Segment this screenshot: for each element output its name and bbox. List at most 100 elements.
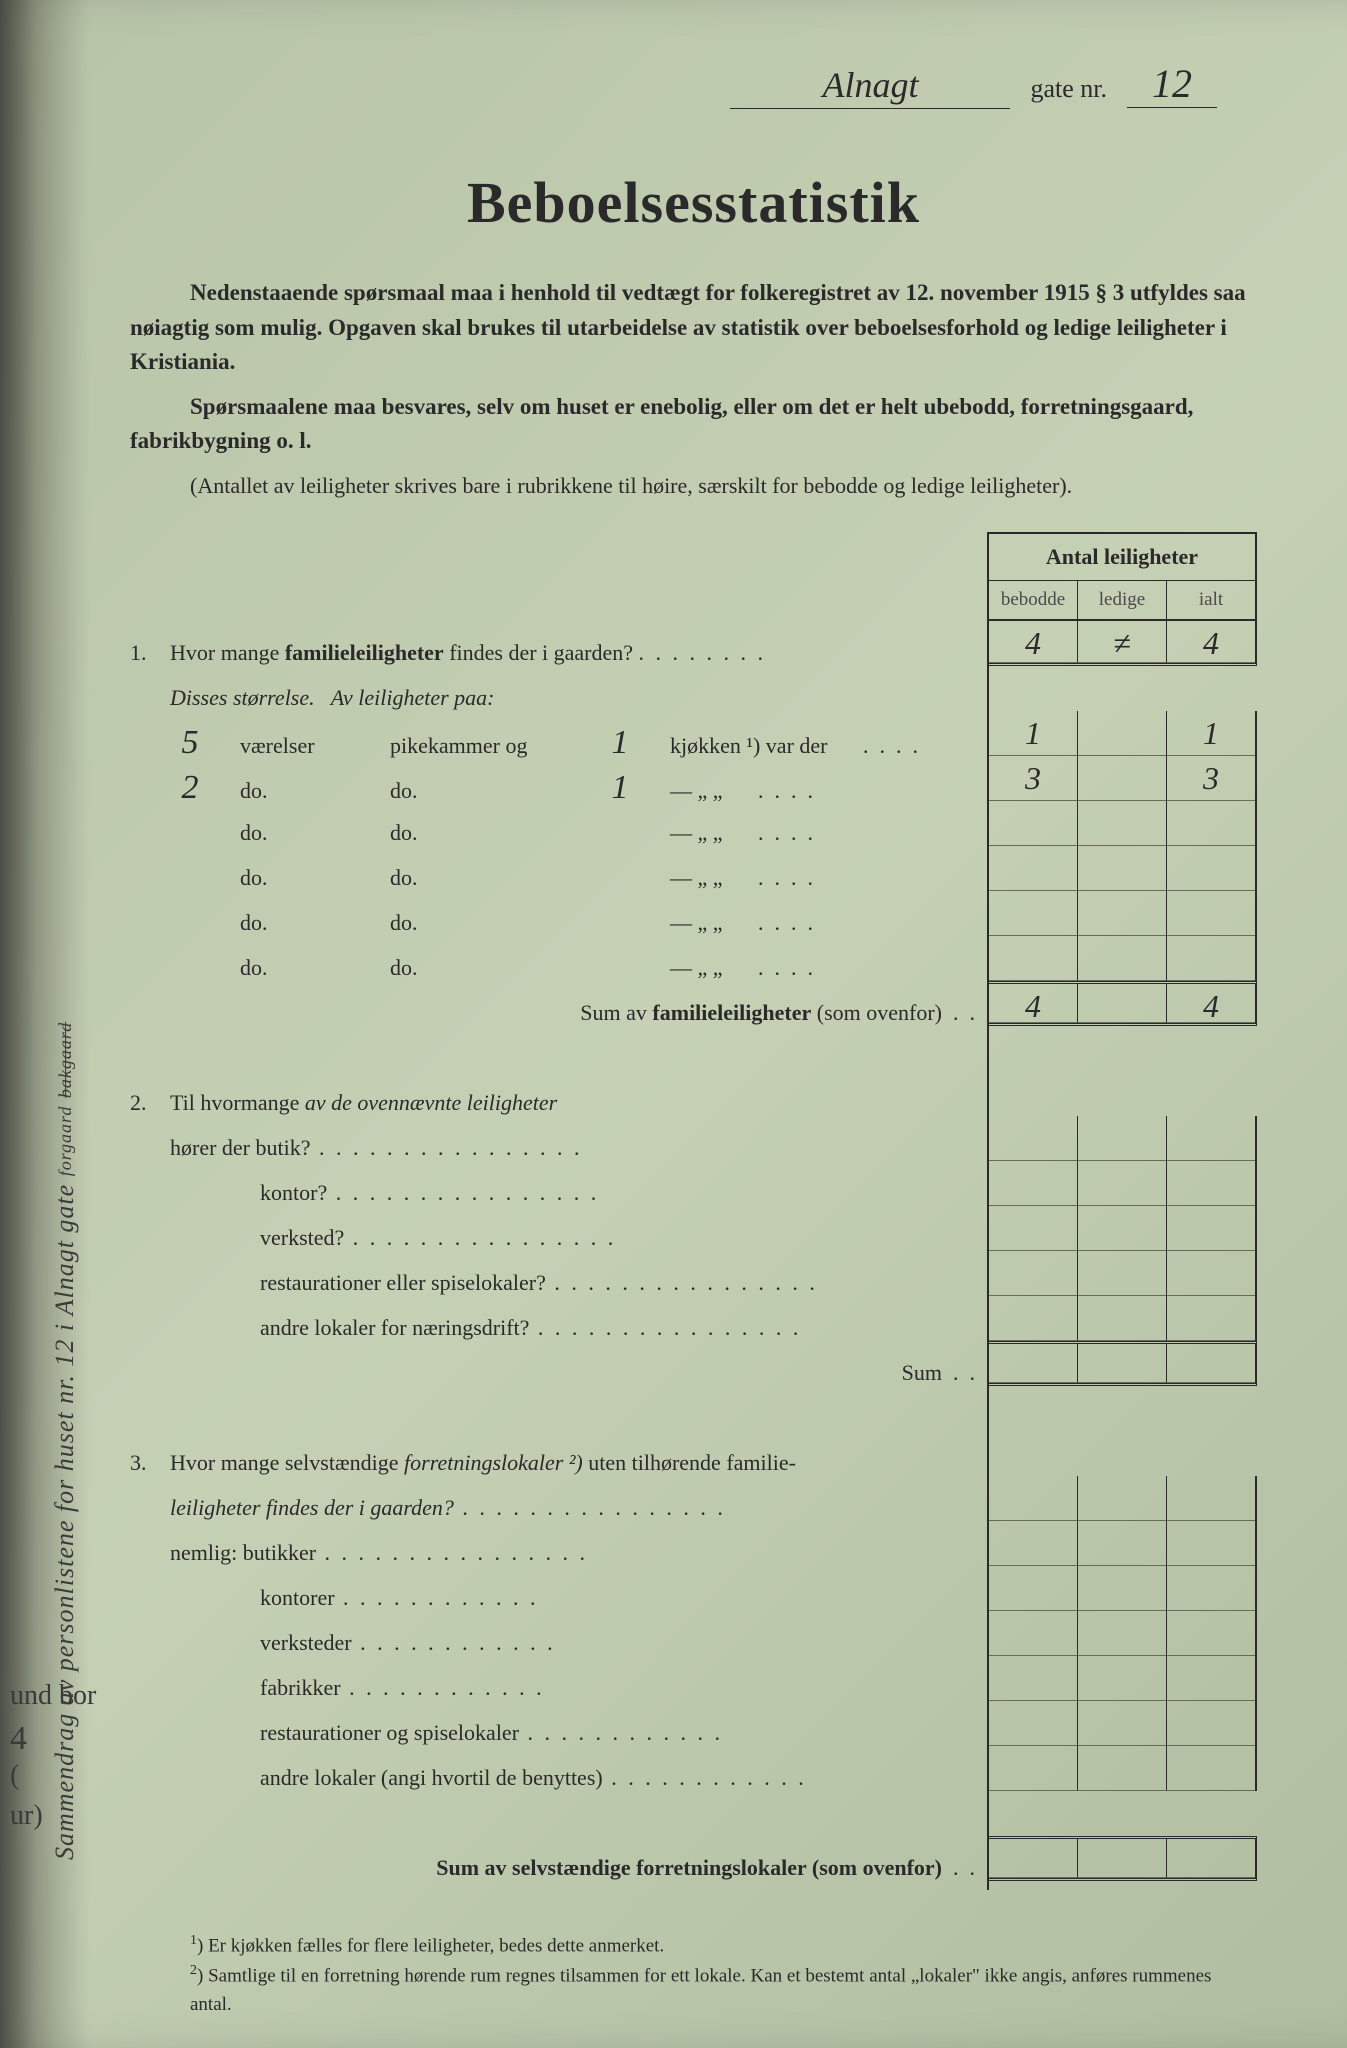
margin-scribble-1: und bor bbox=[10, 1680, 96, 1712]
intro-p1-text: Nedenstaaende spørsmaal maa i henhold ti… bbox=[130, 280, 1246, 374]
grid-spacer bbox=[989, 1386, 1257, 1431]
cell-ledige bbox=[1078, 1839, 1167, 1878]
q1-row: 1. Hvor mange familieleiligheter findes … bbox=[130, 630, 975, 675]
q3-row2: leiligheter findes der i gaarden? bbox=[130, 1485, 975, 1530]
grid-row bbox=[989, 801, 1257, 846]
side-hw-nr: 12 bbox=[50, 1339, 79, 1367]
side-hw-street: Alnagt bbox=[50, 1240, 79, 1315]
side-small: forgaard bbox=[55, 1106, 75, 1177]
cell-bebodde bbox=[989, 1611, 1078, 1656]
cell-ledige bbox=[1078, 1566, 1167, 1611]
cell-ialt bbox=[1167, 1344, 1255, 1383]
cell-bebodde: 3 bbox=[989, 756, 1078, 801]
cell-ledige bbox=[1078, 936, 1167, 981]
q2-num: 2. bbox=[130, 1080, 170, 1125]
grid-row bbox=[989, 1701, 1257, 1746]
q1-text: Hvor mange familieleiligheter findes der… bbox=[170, 630, 975, 675]
grid-row: 33 bbox=[989, 756, 1257, 801]
size-row: 2do.do.1— „ „ . . . . bbox=[130, 765, 975, 810]
margin-scribble-3: ( bbox=[10, 1760, 19, 1792]
q2-line-text: kontor? bbox=[260, 1180, 599, 1205]
q1-sum-c: (som ovenfor) bbox=[811, 1000, 942, 1025]
cell-ialt bbox=[1167, 1746, 1255, 1791]
side-text-c: gate bbox=[50, 1176, 79, 1232]
q1-av-leil: Av leiligheter paa: bbox=[331, 685, 495, 710]
q2-line-text: verksted? bbox=[260, 1225, 616, 1250]
kj-label: — „ „ bbox=[670, 900, 723, 945]
q2-sum: Sum . . bbox=[130, 1350, 975, 1395]
cell-ledige bbox=[1078, 1116, 1167, 1161]
dots: . . . . bbox=[857, 723, 918, 768]
pike-label: do. bbox=[390, 855, 570, 900]
cell-ledige bbox=[1078, 1476, 1167, 1521]
cell-bebodde: 4 bbox=[989, 621, 1078, 663]
q2-text: Til hvormange av de ovennævnte leilighet… bbox=[170, 1080, 975, 1125]
intro-p2: Spørsmaalene maa besvares, selv om huset… bbox=[130, 390, 1257, 459]
cell-ledige bbox=[1078, 1161, 1167, 1206]
size-row: do.do.— „ „ . . . . bbox=[130, 945, 975, 990]
q2-text-a: Til hvormange bbox=[170, 1090, 305, 1115]
cell-ledige bbox=[1078, 1746, 1167, 1791]
gate-nr-label: gate nr. bbox=[1030, 74, 1107, 104]
grid-row bbox=[989, 891, 1257, 936]
cell-ledige bbox=[1078, 1296, 1167, 1341]
q3-line: kontorer bbox=[130, 1575, 975, 1620]
side-vertical-text: Sammendrag av personlistene for huset nr… bbox=[50, 160, 80, 1860]
pike-label: pikekammer og bbox=[390, 723, 570, 768]
footnote-2-text: Samtlige til en forretning hørende rum r… bbox=[190, 1966, 1211, 2016]
content-wrap: 1. Hvor mange familieleiligheter findes … bbox=[130, 532, 1257, 1890]
cell-ialt bbox=[1167, 1161, 1255, 1206]
vaer-val: 5 bbox=[170, 720, 210, 765]
grid-spacer bbox=[989, 1026, 1257, 1071]
side-strike: bakgaard bbox=[55, 1022, 75, 1098]
q3-line-text: verksteder bbox=[260, 1630, 556, 1655]
cell-ialt bbox=[1167, 1116, 1255, 1161]
grid-row bbox=[989, 1476, 1257, 1521]
cell-bebodde bbox=[989, 1521, 1078, 1566]
cell-bebodde bbox=[989, 1839, 1078, 1878]
size-row: do.do.— „ „ . . . . bbox=[130, 855, 975, 900]
cell-ledige bbox=[1078, 1611, 1167, 1656]
q3-line: restaurationer og spiselokaler bbox=[130, 1710, 975, 1755]
cell-bebodde bbox=[989, 891, 1078, 936]
size-rows: 5værelserpikekammer og1kjøkken ¹) var de… bbox=[130, 720, 975, 990]
q3-num: 3. bbox=[130, 1440, 170, 1485]
footnotes: 1) Er kjøkken fælles for flere leilighet… bbox=[130, 1930, 1257, 2020]
cell-bebodde bbox=[989, 846, 1078, 891]
dots: . . . . bbox=[753, 810, 814, 855]
kj-label: kjøkken ¹) var der bbox=[670, 723, 827, 768]
cell-ialt: 3 bbox=[1167, 756, 1255, 801]
gate-nr-value: 12 bbox=[1127, 60, 1217, 108]
grid-row: 44 bbox=[989, 981, 1257, 1026]
cell-ialt bbox=[1167, 1521, 1255, 1566]
q1-text-b: familieleiligheter bbox=[285, 640, 444, 665]
q2-line: restaurationer eller spiselokaler? bbox=[130, 1260, 975, 1305]
grid-row bbox=[989, 1656, 1257, 1701]
grid-row bbox=[989, 1116, 1257, 1161]
grid-row bbox=[989, 1746, 1257, 1791]
cell-bebodde bbox=[989, 1116, 1078, 1161]
q1-sum-b: familieleiligheter bbox=[652, 1000, 811, 1025]
q2-line: hører der butik? bbox=[130, 1125, 975, 1170]
q3-line-text: kontorer bbox=[260, 1585, 539, 1610]
q2-line: andre lokaler for næringsdrift? bbox=[130, 1305, 975, 1350]
cell-bebodde bbox=[989, 1746, 1078, 1791]
grid-row bbox=[989, 936, 1257, 981]
q3-text1: Hvor mange selvstændige forretningslokal… bbox=[170, 1440, 975, 1485]
q3-text2: leiligheter findes der i gaarden? bbox=[170, 1485, 975, 1530]
q3-line: andre lokaler (angi hvortil de benyttes) bbox=[130, 1755, 975, 1800]
col-ialt: ialt bbox=[1167, 581, 1255, 619]
grid-row: 4≠4 bbox=[989, 621, 1257, 666]
q1-text-c: findes der i gaarden? bbox=[444, 640, 633, 665]
cell-ialt bbox=[1167, 801, 1255, 846]
dots: . . . . bbox=[753, 768, 814, 813]
cell-ialt bbox=[1167, 891, 1255, 936]
grid-row bbox=[989, 1521, 1257, 1566]
q3-lines: nemlig: butikkerkontorerverkstederfabrik… bbox=[130, 1530, 975, 1800]
q2-line-text: restaurationer eller spiselokaler? bbox=[260, 1270, 818, 1295]
q1-text-a: Hvor mange bbox=[170, 640, 285, 665]
q1-num: 1. bbox=[130, 630, 170, 675]
grid-spacer bbox=[989, 1791, 1257, 1836]
margin-scribble-2: 4 bbox=[10, 1720, 27, 1758]
grid-spacer bbox=[989, 1431, 1257, 1476]
